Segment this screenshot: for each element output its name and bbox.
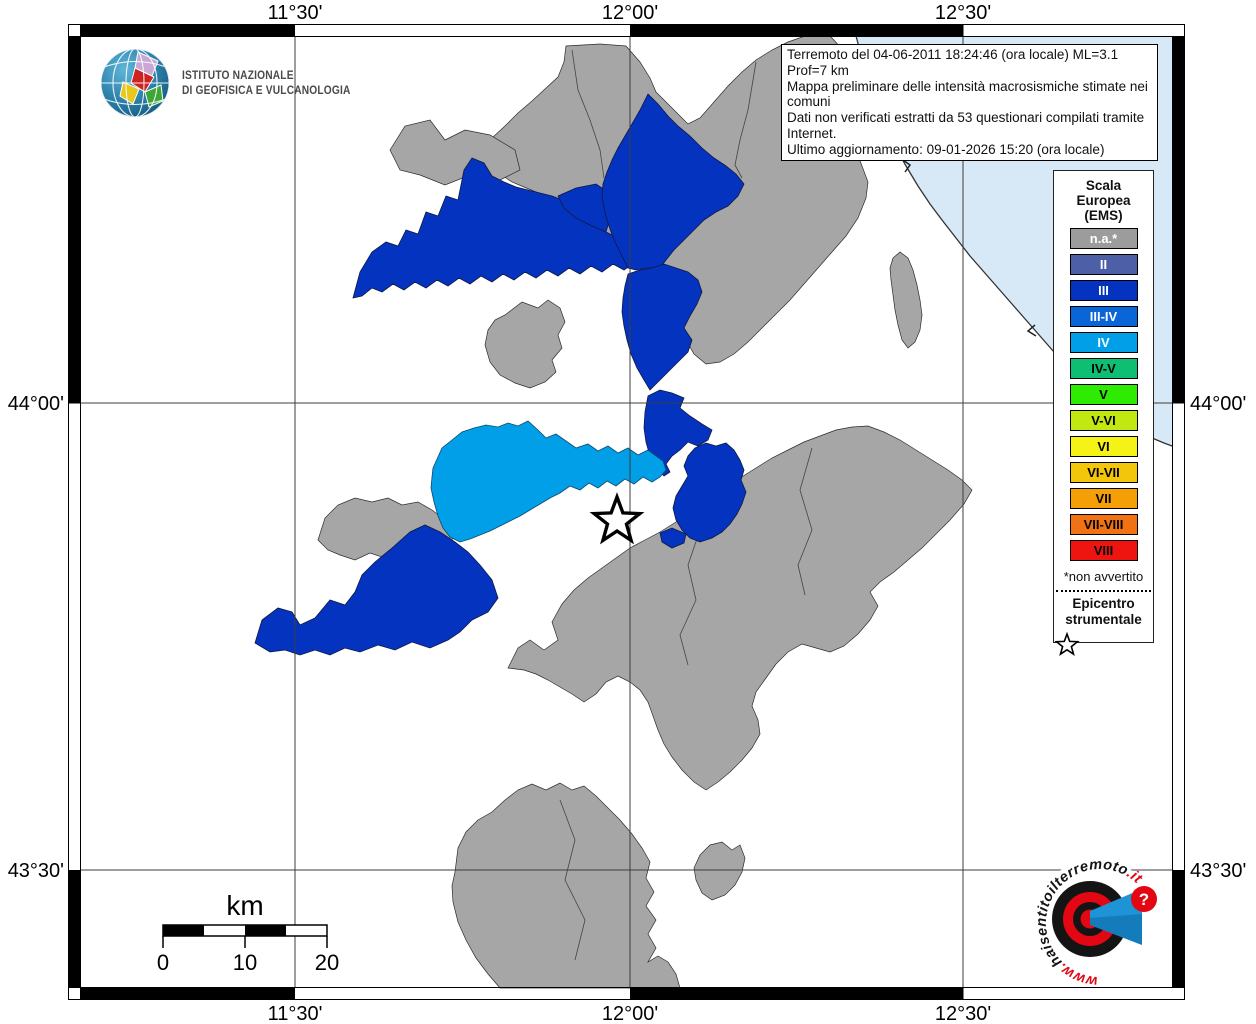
- axis-label-top: 11°30': [268, 2, 323, 24]
- axis-label-right: 43°30': [1190, 860, 1246, 882]
- epicenter-star-icon: [589, 492, 645, 545]
- legend-swatch-iii: III: [1069, 280, 1138, 301]
- legend-epicenter-star-icon: [1054, 632, 1080, 656]
- legend-swatch-iv-v: IV-V: [1069, 358, 1138, 379]
- region-polygon-iii: [659, 527, 687, 549]
- info-line-event: Terremoto del 04-06-2011 18:24:46 (ora l…: [787, 47, 1119, 78]
- legend-epicenter-label: Epicentro strumentale: [1054, 596, 1153, 628]
- ems-scale-legend: Scala Europea (EMS) n.a.* II III III-IV …: [1053, 170, 1154, 656]
- municipal-border: [559, 799, 586, 961]
- megaphone-shade: [1090, 914, 1142, 945]
- region-polygon: [484, 299, 566, 389]
- axis-label-bottom: 11°30': [268, 1003, 323, 1024]
- axis-label-left: 43°30': [8, 860, 64, 882]
- river-mark-icon: [902, 159, 912, 173]
- ingv-name-line1: ISTITUTO NAZIONALE: [182, 68, 294, 82]
- legend-title-line3: (EMS): [1084, 208, 1123, 223]
- intensity-iii-regions: [254, 93, 747, 656]
- legend-swatch-vi: VI: [1069, 436, 1138, 457]
- axis-labels: 11°30' 12°00' 12°30' 11°30' 12°00' 12°30…: [8, 2, 1247, 1024]
- map-frame: [68, 24, 1185, 1000]
- axis-label-bottom: 12°30': [935, 1003, 991, 1024]
- municipal-border: [571, 49, 605, 179]
- legend-title: Scala Europea (EMS): [1054, 171, 1153, 223]
- ingv-globe-icon: [101, 49, 169, 117]
- legend-footnote: *non avvertito: [1063, 569, 1144, 584]
- question-badge: [1131, 886, 1157, 912]
- info-line-update: Ultimo aggiornamento: 09-01-2026 15:20 (…: [787, 141, 1105, 157]
- legend-title-line2: Europea: [1076, 193, 1131, 208]
- legend-epicenter-line1: Epicentro: [1072, 596, 1135, 611]
- axis-label-top: 12°00': [602, 2, 658, 24]
- legend-swatch-iii-iv: III-IV: [1069, 306, 1138, 327]
- region-polygon: [693, 841, 746, 901]
- earthquake-info-box: Terremoto del 04-06-2011 18:24:46 (ora l…: [781, 44, 1158, 161]
- axis-label-top: 12°30': [935, 2, 991, 24]
- info-line-data: Dati non verificati estratti da 53 quest…: [787, 110, 1145, 141]
- legend-swatch-vii-viii: VII-VIII: [1069, 514, 1138, 535]
- region-polygon: [507, 425, 973, 791]
- legend-swatch-ii: II: [1069, 254, 1138, 275]
- legend-title-line1: Scala: [1085, 178, 1122, 193]
- scalebar-tick-label: 20: [315, 950, 339, 975]
- legend-epicenter-line2: strumentale: [1065, 612, 1142, 627]
- legend-swatch-v-vi: V-VI: [1069, 410, 1138, 431]
- legend-swatch-iv: IV: [1069, 332, 1138, 353]
- ingv-name-line2: DI GEOFISICA E VULCANOLOGIA: [182, 83, 351, 97]
- axis-label-bottom: 12°00': [602, 1003, 658, 1024]
- axis-label-left: 44°00': [8, 393, 64, 415]
- legend-swatch-vii: VII: [1069, 488, 1138, 509]
- municipal-border: [679, 529, 701, 666]
- region-polygon: [889, 251, 923, 349]
- scalebar-tick-label: 0: [157, 950, 169, 975]
- region-polygon-iii: [672, 442, 747, 543]
- municipal-border: [734, 61, 757, 179]
- legend-divider: [1056, 590, 1151, 592]
- legend-swatch-viii: VIII: [1069, 540, 1138, 561]
- region-polygon-iii: [254, 524, 499, 656]
- scalebar-tick-label: 10: [233, 950, 257, 975]
- region-polygon: [451, 782, 681, 989]
- info-line-map: Mappa preliminare delle intensità macros…: [787, 78, 1148, 110]
- scalebar-unit: km: [226, 890, 263, 921]
- legend-swatch-na: n.a.*: [1069, 228, 1138, 249]
- legend-swatch-vi-vii: VI-VII: [1069, 462, 1138, 483]
- haisentitoilterremoto-logo: ? www.haisentitoilterremoto.it: [1034, 857, 1158, 989]
- question-mark: ?: [1139, 890, 1149, 909]
- river-mark-icon: [1026, 324, 1037, 337]
- region-polygon-iii: [621, 263, 703, 391]
- legend-swatch-v: V: [1069, 384, 1138, 405]
- municipal-border: [797, 447, 813, 596]
- ingv-logo: ISTITUTO NAZIONALE DI GEOFISICA E VULCAN…: [98, 46, 380, 120]
- scalebar: km 0 10 20: [157, 890, 339, 975]
- grid-lines: [80, 36, 1173, 988]
- axis-label-right: 44°00': [1190, 393, 1246, 415]
- intensity-iv-region: [430, 420, 667, 543]
